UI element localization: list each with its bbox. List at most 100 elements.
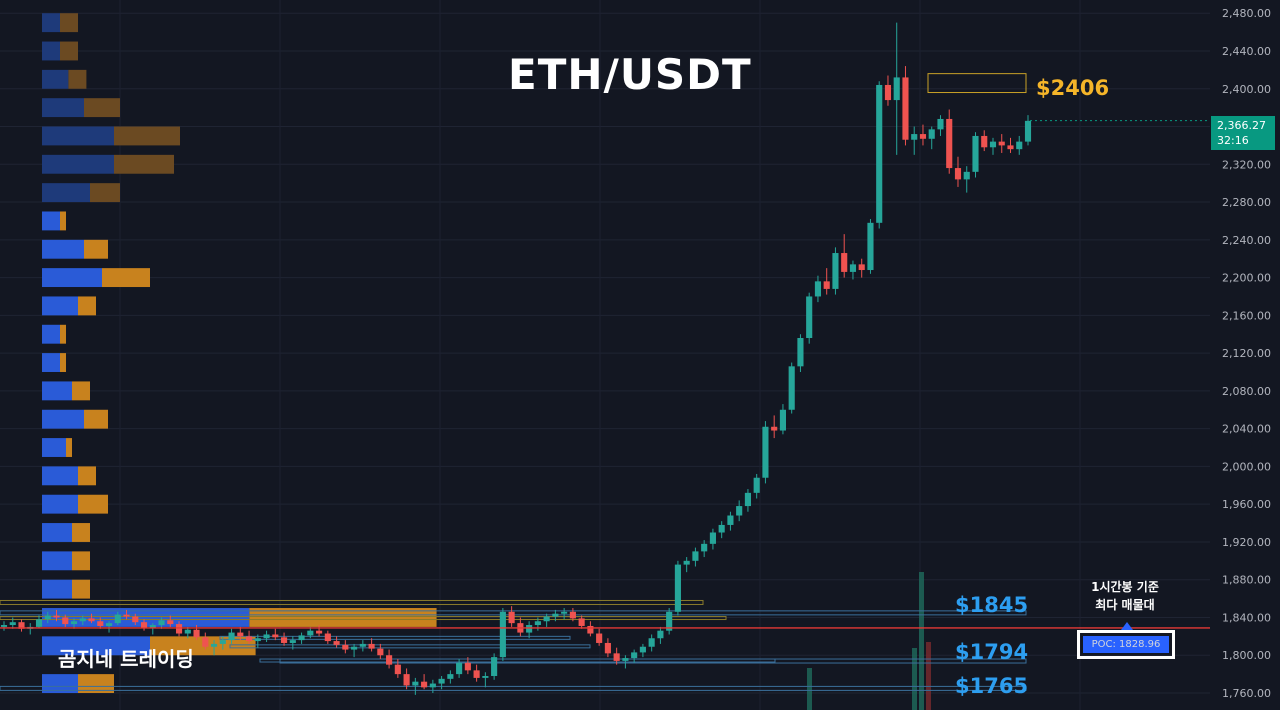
- volume-profile-buy-bar: [42, 69, 69, 89]
- candle-body: [429, 683, 436, 688]
- volume-profile-sell-bar: [60, 13, 78, 33]
- candle-body: [18, 622, 25, 629]
- candle-body: [613, 653, 620, 661]
- level-boxes: [0, 73, 1027, 691]
- candle-body: [753, 477, 760, 493]
- volume-profile-buy-bar: [42, 324, 60, 344]
- candle-body: [105, 623, 113, 626]
- candle-body: [456, 662, 463, 675]
- volume-profile-sell-bar: [78, 674, 114, 694]
- poc-note-line1: 1시간봉 기준: [1091, 580, 1159, 594]
- candle-body: [709, 532, 716, 544]
- candle-body: [499, 611, 506, 658]
- candle-body: [692, 551, 699, 561]
- candle-body: [919, 134, 927, 139]
- candle-body: [421, 681, 428, 688]
- candle-body: [298, 635, 305, 641]
- candle-body: [674, 564, 681, 612]
- volume-profile-buy-bar: [42, 353, 60, 372]
- volume-profile-sell-bar: [84, 409, 108, 429]
- candle-body: [210, 643, 218, 647]
- candle-body: [622, 658, 629, 661]
- volume-profile-sell-bar: [60, 211, 66, 231]
- candle-body: [254, 638, 261, 642]
- candle-body: [727, 515, 734, 525]
- volume-profile-buy-bar: [42, 636, 150, 656]
- volume-profile-buy-bar: [42, 438, 66, 457]
- volume-profile-buy-bar: [42, 608, 250, 627]
- y-tick-label: 1,760.00: [1222, 687, 1271, 700]
- y-tick-label: 1,960.00: [1222, 498, 1271, 511]
- candle-body: [228, 632, 235, 641]
- y-tick-label: 1,800.00: [1222, 649, 1271, 662]
- candle-body: [88, 618, 95, 622]
- volume-profile-buy-bar: [42, 494, 78, 514]
- candle-body: [62, 617, 69, 625]
- candle-body: [797, 338, 804, 367]
- volume-profile-sell-bar: [72, 381, 90, 401]
- zone-box: [219, 635, 571, 640]
- candle-body: [53, 615, 60, 618]
- volume-profile-buy-bar: [42, 381, 72, 401]
- candle-body: [473, 670, 480, 678]
- candle-body: [333, 641, 340, 645]
- candle-body: [543, 616, 550, 622]
- candle-body: [1007, 145, 1014, 150]
- candle-body: [552, 613, 559, 617]
- candle-body: [858, 264, 865, 271]
- candle-body: [946, 118, 953, 169]
- resistance-box-2406: [927, 73, 1027, 94]
- candle-body: [718, 524, 725, 533]
- poc-arrow-icon: [1121, 622, 1133, 630]
- candle-body: [386, 655, 393, 665]
- candle-body: [788, 366, 795, 410]
- y-tick-label: 2,320.00: [1222, 158, 1271, 171]
- candle-body: [963, 171, 970, 180]
- candle-body: [561, 611, 568, 614]
- poc-label: POC: 1828.96: [1083, 636, 1169, 653]
- volume-profile-sell-bar: [66, 438, 72, 457]
- candle-body: [981, 135, 988, 148]
- candle-body: [771, 426, 778, 431]
- volume-bars: [807, 572, 931, 710]
- volume-profile-sell-bar: [60, 353, 66, 372]
- candle-body: [534, 621, 541, 626]
- candle-body: [114, 614, 121, 624]
- volume-profile-sell-bar: [72, 523, 90, 542]
- current-price: 2,366.27: [1217, 119, 1266, 132]
- poc-note-line2: 최다 매물대: [1095, 598, 1155, 612]
- volume-profile-sell-bar: [72, 551, 90, 571]
- volume-profile-buy-bar: [42, 296, 78, 316]
- candle-body: [876, 84, 883, 223]
- price-axis: 2,480.002,440.002,400.002,360.002,320.00…: [1222, 7, 1271, 700]
- volume-profile-buy-bar: [42, 551, 72, 571]
- candle-body: [937, 118, 944, 130]
- candle-body: [359, 643, 366, 647]
- candle-body: [596, 633, 603, 643]
- candle-body: [193, 629, 200, 638]
- candle-body: [140, 622, 148, 628]
- candle-body: [0, 625, 8, 627]
- y-tick-label: 2,120.00: [1222, 347, 1271, 360]
- candle-body: [412, 681, 419, 686]
- candle-body: [587, 625, 594, 634]
- volume-bar: [912, 648, 917, 710]
- candle-body: [954, 168, 962, 180]
- volume-bar: [807, 668, 812, 710]
- candle-body: [175, 624, 183, 634]
- candle-body: [762, 426, 769, 478]
- volume-profile-buy-bar: [42, 13, 60, 33]
- candle-body: [867, 222, 874, 271]
- candle-body: [814, 281, 822, 297]
- candle-body: [701, 543, 708, 552]
- candle-body: [631, 652, 638, 659]
- y-tick-label: 1,880.00: [1222, 574, 1271, 587]
- y-tick-label: 1,840.00: [1222, 611, 1271, 624]
- candle-body: [841, 253, 848, 272]
- candle-body: [911, 134, 918, 140]
- volume-profile-sell-bar: [78, 296, 96, 316]
- candles: [0, 22, 1032, 695]
- volume-profile-sell-bar: [60, 324, 66, 344]
